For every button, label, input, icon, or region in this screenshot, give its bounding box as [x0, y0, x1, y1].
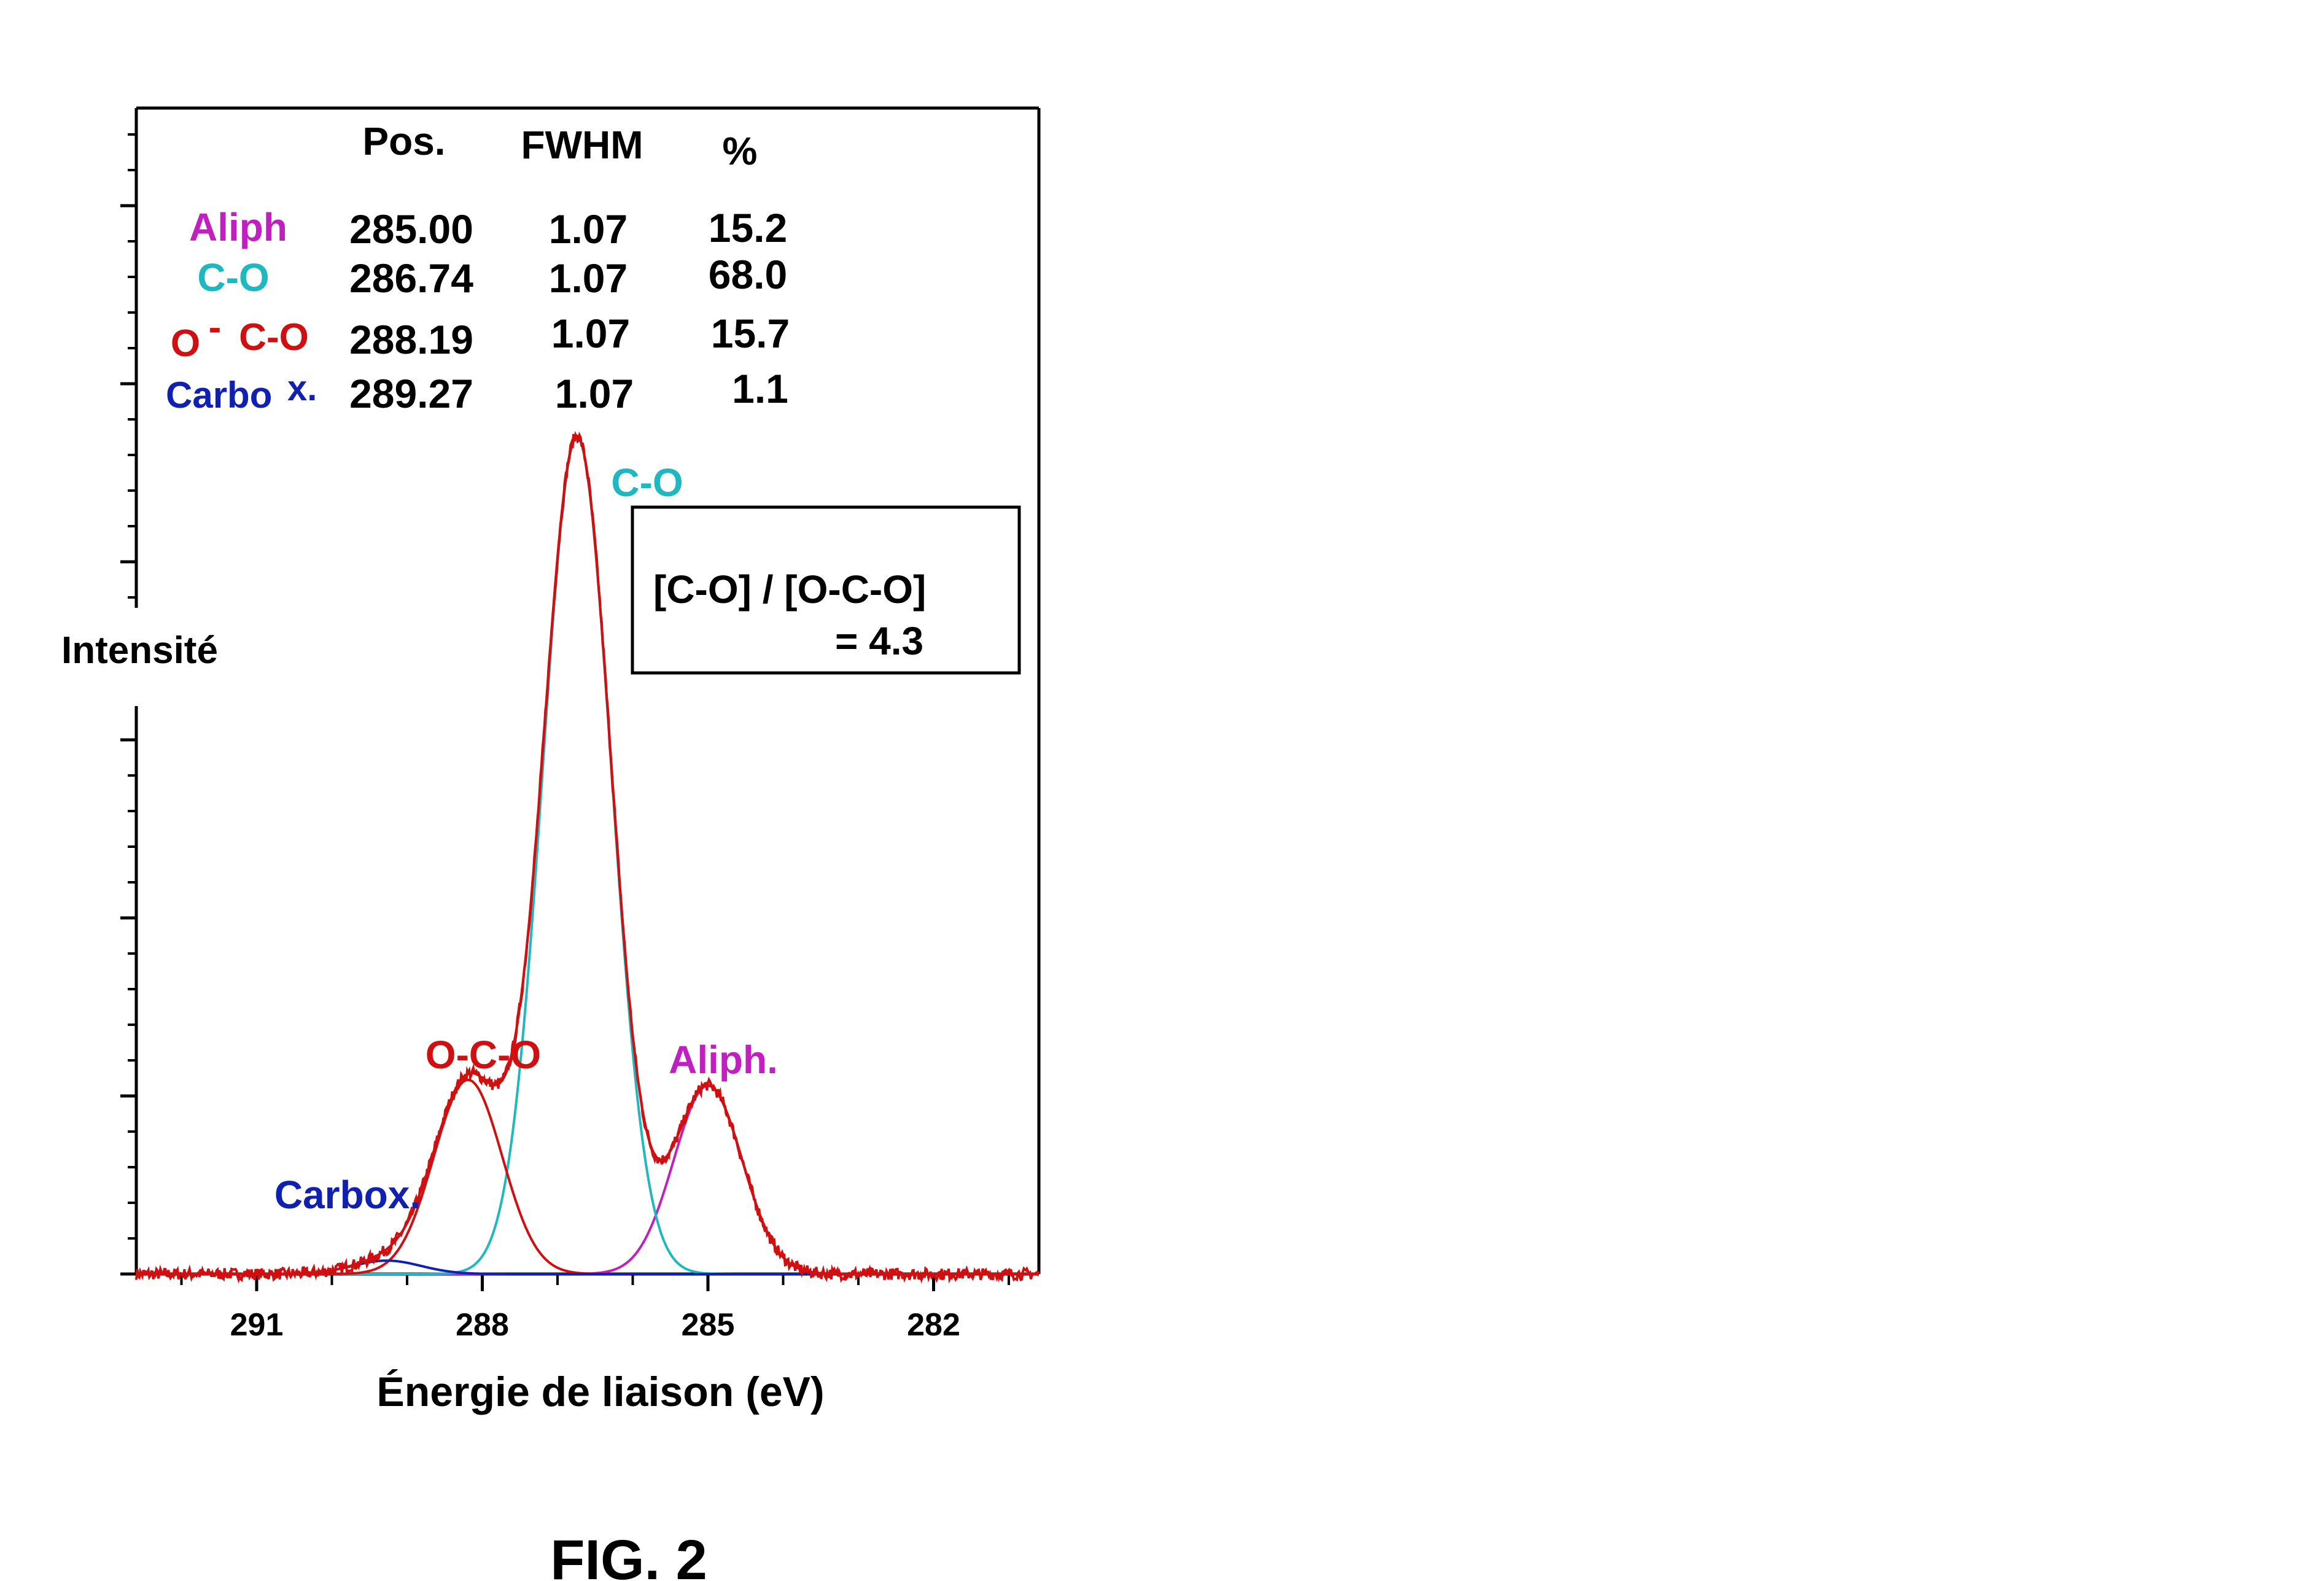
table-cell-pct: 1.1 [732, 366, 788, 411]
annotation-carbox: Carbox. [274, 1173, 421, 1217]
measured-spectrum-line [135, 430, 1040, 1284]
table-header-pos: Pos. [362, 119, 445, 163]
table-cell-pct: 68.0 [709, 252, 787, 297]
x-axis-label: Énergie de liaison (eV) [376, 1369, 824, 1415]
annotation-aliph: Aliph. [669, 1038, 778, 1082]
table-cell-fwhm: 1.07 [549, 255, 628, 301]
component-curve-o-c-o [136, 1078, 1039, 1275]
envelope-fit-line [136, 434, 1039, 1275]
ratio-box-line1: [C-O] / [O-C-O] [653, 567, 926, 612]
table-cell-pct: 15.2 [709, 205, 787, 251]
table-cell-pos: 289.27 [349, 371, 473, 416]
table-header-fwhm: FWHM [521, 123, 643, 167]
annotation-co: C-O [611, 460, 683, 505]
y-axis-ticks [120, 133, 136, 1276]
x-axis-ticks [180, 1274, 1010, 1291]
fit-table: Pos. FWHM % Aliph 285.00 1.07 15.2 C-O 2… [166, 119, 790, 416]
table-row-label-co: C-O [197, 255, 269, 300]
annotation-oco: O-C-O [426, 1033, 541, 1077]
table-row-label-carbox-main: Carbo [166, 375, 272, 416]
ratio-box-frame [631, 505, 1021, 675]
table-cell-pos: 286.74 [349, 255, 473, 301]
component-curve-c-o [136, 436, 1039, 1275]
table-row-label-oco-o: O [171, 322, 200, 365]
ratio-box-line2: = 4.3 [835, 619, 923, 663]
x-tick-label: 291 [230, 1307, 284, 1343]
table-row-label-carbox: Carbo x. [166, 368, 317, 416]
table-cell-fwhm: 1.07 [549, 206, 628, 252]
table-row-label-carbox-sup: x. [287, 368, 317, 408]
table-cell-fwhm: 1.07 [551, 311, 630, 356]
x-tick-label: 288 [456, 1307, 509, 1343]
table-row-label-oco: O - C-O [171, 306, 309, 365]
table-header-pct: % [723, 129, 758, 173]
table-cell-pos: 288.19 [349, 317, 473, 362]
x-axis-tick-labels: 291 288 285 282 [230, 1307, 960, 1343]
curves [135, 430, 1040, 1284]
table-cell-pct: 15.7 [711, 311, 790, 356]
table-cell-fwhm: 1.07 [555, 371, 634, 416]
x-tick-label: 282 [907, 1307, 960, 1343]
ratio-box: [C-O] / [O-C-O] = 4.3 [631, 505, 1021, 675]
figure-label: FIG. 2 [550, 1529, 707, 1581]
y-axis-label: Intensité [61, 629, 218, 672]
component-curve-aliph [136, 1084, 1039, 1275]
x-tick-label: 285 [682, 1307, 735, 1343]
table-row-label-oco-dash: - [209, 306, 222, 349]
table-row-label-aliph: Aliph [189, 205, 287, 249]
table-cell-pos: 285.00 [349, 206, 473, 252]
table-row-label-oco-rest: C-O [239, 316, 309, 359]
